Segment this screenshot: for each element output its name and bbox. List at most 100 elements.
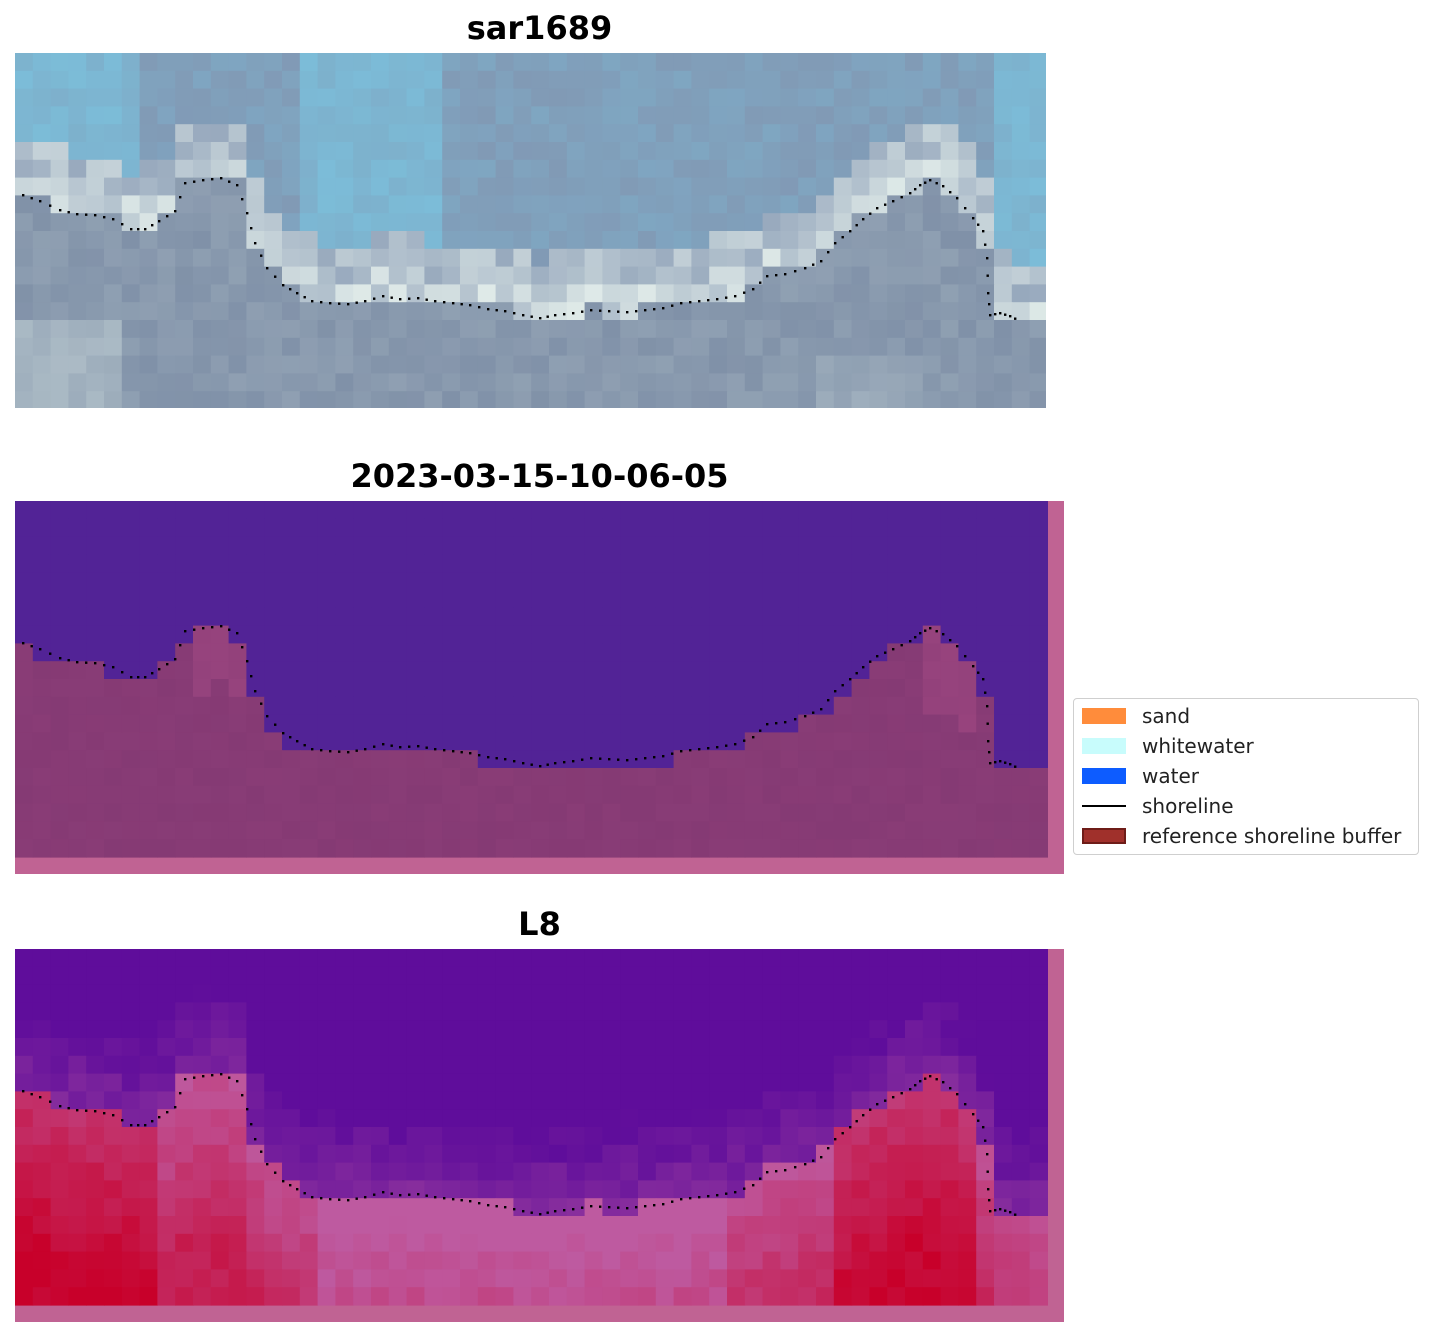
shoreline-point — [900, 1092, 903, 1095]
shoreline-point — [94, 214, 97, 217]
legend-label: reference shoreline buffer — [1142, 824, 1402, 848]
shoreline-point — [986, 705, 989, 708]
shoreline-point — [581, 1206, 584, 1209]
shoreline-point — [862, 666, 865, 669]
shoreline-point — [39, 1096, 42, 1099]
shoreline-point — [794, 1166, 797, 1169]
shoreline-point — [986, 257, 989, 260]
shoreline-point — [364, 300, 367, 303]
shoreline-point — [680, 750, 683, 753]
legend-label: water — [1142, 764, 1199, 788]
shoreline-point — [193, 628, 196, 631]
shoreline-point — [382, 1191, 385, 1194]
shoreline-point — [390, 744, 393, 747]
shoreline-point — [1014, 317, 1017, 320]
shoreline-point — [964, 1103, 967, 1106]
shoreline-point — [303, 296, 306, 299]
shoreline-point — [752, 1184, 755, 1187]
shoreline-point — [228, 1076, 231, 1079]
shoreline-point — [984, 691, 987, 694]
shoreline-point — [85, 213, 88, 216]
shoreline-point — [986, 1170, 989, 1173]
shoreline-point — [784, 1169, 787, 1172]
shoreline-point — [986, 274, 989, 277]
shoreline-point — [193, 1076, 196, 1079]
shoreline-point — [590, 757, 593, 760]
shoreline-point — [158, 220, 161, 223]
shoreline-point — [320, 301, 323, 304]
shoreline-point — [504, 310, 507, 313]
shoreline-point — [530, 1211, 533, 1214]
shoreline-point — [935, 182, 938, 185]
shoreline-point — [390, 296, 393, 299]
shoreline-point — [599, 757, 602, 760]
shoreline-point — [935, 630, 938, 633]
shoreline-point — [635, 1206, 638, 1209]
shoreline-point — [554, 762, 557, 765]
shoreline-point — [698, 1196, 701, 1199]
shoreline-point — [211, 178, 214, 181]
shoreline-point — [443, 749, 446, 752]
shoreline-point — [373, 297, 376, 300]
shoreline-point — [653, 308, 656, 311]
shoreline-point — [85, 661, 88, 664]
shoreline-point — [329, 750, 332, 753]
shoreline-point — [103, 1112, 106, 1115]
shoreline-point — [972, 1113, 975, 1116]
shoreline-point — [849, 1126, 852, 1129]
shoreline-point — [977, 1119, 980, 1122]
shoreline-point — [220, 1073, 223, 1076]
shoreline-point — [241, 1094, 244, 1097]
shoreline-point — [812, 263, 815, 266]
shoreline-point — [834, 242, 837, 245]
shoreline-point — [434, 1196, 437, 1199]
shoreline-point — [513, 1208, 516, 1211]
shoreline-point — [130, 228, 133, 231]
shoreline-point — [504, 1206, 507, 1209]
classification-image-panel — [15, 501, 1064, 874]
shoreline-point — [296, 1188, 299, 1191]
shoreline-point — [572, 760, 575, 763]
shoreline-point — [994, 1209, 997, 1212]
shoreline-point — [914, 188, 917, 191]
shoreline-point — [282, 1180, 285, 1183]
legend-label: shoreline — [1142, 794, 1234, 818]
shoreline-point — [743, 1187, 746, 1190]
shoreline-point — [49, 1100, 52, 1103]
shoreline-point — [30, 197, 33, 200]
shoreline-point — [49, 204, 52, 207]
shoreline-point — [67, 1107, 70, 1110]
shoreline-point — [599, 1205, 602, 1208]
shoreline-point — [804, 1163, 807, 1166]
shoreline-point — [121, 671, 124, 674]
shoreline-point — [608, 310, 611, 313]
shoreline-point — [434, 300, 437, 303]
shoreline-point — [390, 1192, 393, 1195]
shoreline-point — [76, 213, 79, 216]
shoreline-point — [246, 1108, 249, 1111]
shoreline-point — [1009, 1211, 1012, 1214]
shoreline-point — [626, 311, 629, 314]
shoreline-point — [338, 750, 341, 753]
shoreline-point — [460, 303, 463, 306]
shoreline-point — [804, 267, 807, 270]
shoreline-point — [274, 275, 277, 278]
shoreline-point — [554, 1210, 557, 1213]
shoreline-point — [399, 746, 402, 749]
shoreline-point — [644, 757, 647, 760]
shoreline-point — [355, 749, 358, 752]
shoreline-point — [734, 295, 737, 298]
shoreline-point — [266, 715, 269, 718]
shoreline-point — [460, 1199, 463, 1202]
shoreline-point — [179, 644, 182, 647]
shoreline-point — [989, 762, 992, 765]
shoreline-point — [988, 303, 991, 306]
shoreline-point — [734, 1191, 737, 1194]
shoreline-point — [236, 184, 239, 187]
shoreline-point — [689, 1197, 692, 1200]
shoreline-point — [909, 192, 912, 195]
shoreline-point — [266, 267, 269, 270]
shoreline-point — [504, 758, 507, 761]
shoreline-point — [469, 752, 472, 755]
shoreline-point — [121, 1119, 124, 1122]
